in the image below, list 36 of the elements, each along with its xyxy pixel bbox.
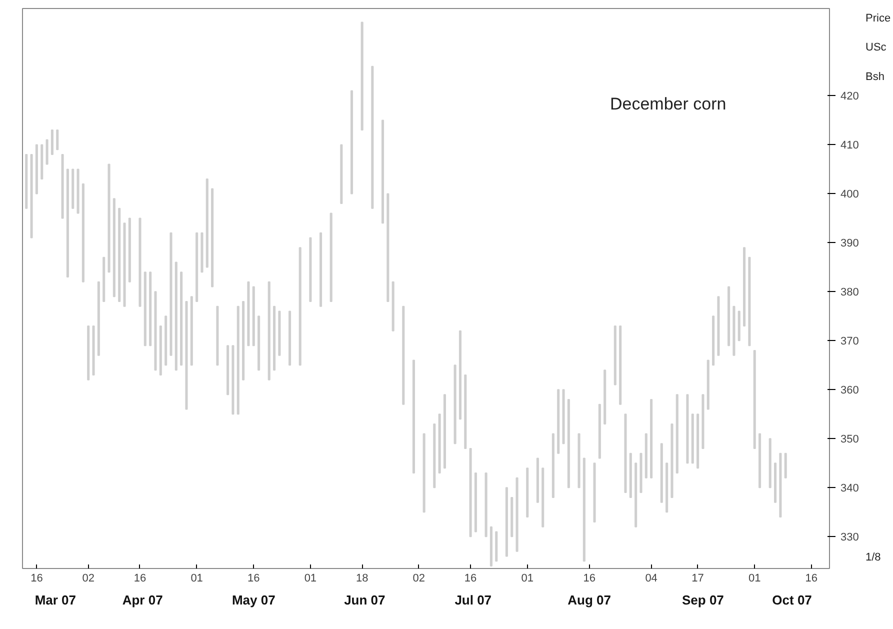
text: Apr 07 [122,592,163,608]
x-tick-label: 16 [583,572,596,584]
x-tick-label: 04 [645,572,658,584]
y-tick-label: 400 [840,188,859,201]
x-tick-label: 16 [464,572,477,584]
text: Mar 07 [34,592,76,608]
x-tick-label: 17 [692,572,704,584]
y-tick-label: 370 [840,336,859,348]
y-tick-label: 380 [840,286,859,299]
text: May 07 [232,592,276,608]
x-tick-label: 01 [190,572,203,584]
x-tick-label: 02 [82,572,94,584]
text: December corn [610,94,726,114]
x-tick-label: 01 [304,572,317,584]
text: Jun 07 [344,592,386,608]
y-tick-label: 340 [840,482,859,495]
x-tick-label: 01 [748,572,761,584]
x-tick-label: 16 [30,572,43,584]
x-tick-label: 16 [248,572,260,584]
x-tick-label: 02 [412,572,426,584]
y-tick-label: 410 [840,140,859,152]
y-tick-label: 350 [840,434,859,446]
x-tick-label: 16 [805,572,818,584]
text: 1/8 [866,551,881,564]
y-tick-label: 360 [840,384,859,397]
text: Price USc Bsh [866,12,891,83]
x-tick-label: 01 [521,572,534,584]
text: Jul 07 [454,592,492,608]
x-tick-label: 18 [356,572,368,584]
text: Aug 07 [568,592,612,608]
y-tick-label: 330 [840,532,859,544]
text: Oct 07 [772,592,812,608]
x-tick-label: 16 [134,572,146,584]
y-tick-label: 420 [840,90,859,103]
text: Sep 07 [682,592,724,608]
y-tick-label: 390 [840,238,859,250]
